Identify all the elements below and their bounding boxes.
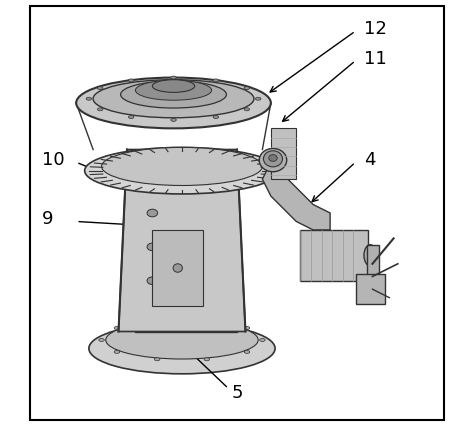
Bar — [152, 230, 203, 306]
Ellipse shape — [147, 243, 158, 250]
Ellipse shape — [85, 147, 279, 194]
Ellipse shape — [147, 209, 158, 217]
Ellipse shape — [173, 264, 182, 272]
Ellipse shape — [259, 148, 287, 172]
Ellipse shape — [171, 76, 176, 79]
Polygon shape — [263, 162, 330, 230]
Text: 5: 5 — [231, 384, 243, 402]
Ellipse shape — [264, 151, 283, 167]
Text: 11: 11 — [364, 49, 387, 68]
Ellipse shape — [244, 327, 250, 329]
Ellipse shape — [260, 339, 265, 342]
Bar — [367, 245, 379, 287]
Bar — [301, 230, 368, 281]
Ellipse shape — [255, 97, 261, 100]
Ellipse shape — [136, 81, 211, 100]
Ellipse shape — [364, 245, 377, 266]
Polygon shape — [118, 150, 246, 331]
Ellipse shape — [244, 86, 250, 89]
Ellipse shape — [155, 358, 160, 361]
Ellipse shape — [213, 79, 219, 82]
Text: 4: 4 — [364, 151, 375, 169]
Bar — [356, 274, 385, 304]
Ellipse shape — [269, 155, 277, 161]
Ellipse shape — [244, 108, 250, 111]
Ellipse shape — [93, 80, 254, 118]
Ellipse shape — [98, 86, 103, 89]
Ellipse shape — [86, 97, 91, 100]
Ellipse shape — [89, 323, 275, 374]
Ellipse shape — [152, 80, 195, 92]
Ellipse shape — [99, 339, 104, 342]
Ellipse shape — [114, 327, 119, 329]
Ellipse shape — [155, 319, 160, 322]
Ellipse shape — [147, 277, 158, 285]
Ellipse shape — [128, 115, 134, 118]
Ellipse shape — [204, 358, 210, 361]
Ellipse shape — [213, 115, 219, 118]
Ellipse shape — [120, 81, 227, 108]
Ellipse shape — [171, 118, 176, 121]
Ellipse shape — [114, 351, 119, 354]
Text: 9: 9 — [42, 210, 54, 228]
Ellipse shape — [181, 235, 191, 242]
Bar — [271, 128, 296, 179]
Ellipse shape — [101, 147, 263, 185]
Text: 10: 10 — [42, 151, 65, 169]
Ellipse shape — [181, 268, 191, 276]
Ellipse shape — [204, 319, 210, 322]
Ellipse shape — [76, 78, 271, 128]
Ellipse shape — [128, 79, 134, 82]
Polygon shape — [136, 298, 237, 331]
Text: 12: 12 — [364, 20, 387, 38]
Ellipse shape — [98, 108, 103, 111]
Ellipse shape — [106, 321, 258, 359]
Ellipse shape — [244, 351, 250, 354]
